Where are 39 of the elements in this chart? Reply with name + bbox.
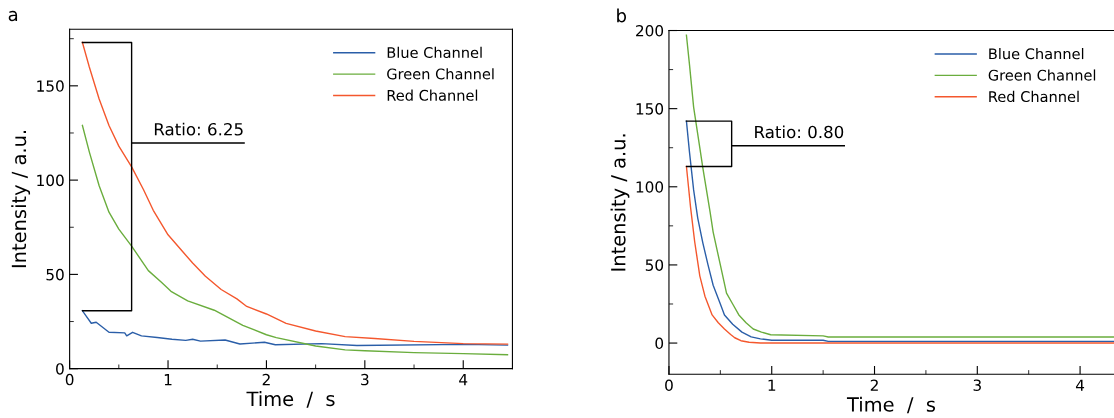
x-tick-label: 0 — [665, 379, 673, 392]
x-axis-title: Time / s — [846, 396, 936, 414]
legend-label: Green Channel — [988, 69, 1096, 81]
legend-label: Blue Channel — [387, 46, 482, 59]
y-tick-label: 150 — [636, 103, 664, 115]
y-tick-label: 100 — [37, 174, 64, 187]
x-tick-label: 1 — [164, 374, 172, 386]
annotation: Ratio: 0.80 — [755, 125, 844, 139]
chart-title: a — [8, 10, 18, 22]
line-series — [685, 120, 1114, 343]
y-tick-label: 200 — [636, 24, 664, 37]
x-tick-label: 2 — [870, 379, 878, 391]
x-tick-label: 3 — [361, 373, 369, 386]
y-tick-label: 50 — [46, 268, 64, 281]
line-series — [685, 34, 1114, 338]
y-tick-label: 150 — [37, 80, 64, 92]
x-tick-label: 3 — [973, 379, 981, 392]
legend-label: Blue Channel — [989, 48, 1084, 60]
x-tick-label: 1 — [768, 379, 776, 391]
y-tick-label: 0 — [56, 363, 64, 375]
y-tick-label: 0 — [655, 337, 664, 350]
x-tick-label: 4 — [1075, 379, 1085, 391]
y-tick-label: 100 — [636, 181, 664, 193]
legend-label: Red Channel — [387, 89, 478, 101]
line-series — [81, 124, 509, 356]
line-series — [685, 165, 1114, 344]
x-tick-label: 0 — [65, 373, 74, 386]
x-axis-title: Time / s — [246, 391, 335, 408]
chart-title: b — [617, 8, 627, 23]
line-series — [81, 310, 509, 347]
line-series — [81, 41, 509, 345]
y-tick-label: 50 — [645, 259, 664, 271]
y-axis-title: Intensity / a.u. — [11, 130, 31, 268]
annotation: Ratio: 6.25 — [154, 122, 243, 136]
legend-label: Green Channel — [387, 68, 494, 80]
y-axis-title: Intensity / a.u. — [610, 134, 630, 271]
legend-label: Red Channel — [989, 90, 1079, 103]
x-tick-label: 4 — [459, 374, 468, 386]
x-tick-label: 2 — [262, 373, 270, 386]
